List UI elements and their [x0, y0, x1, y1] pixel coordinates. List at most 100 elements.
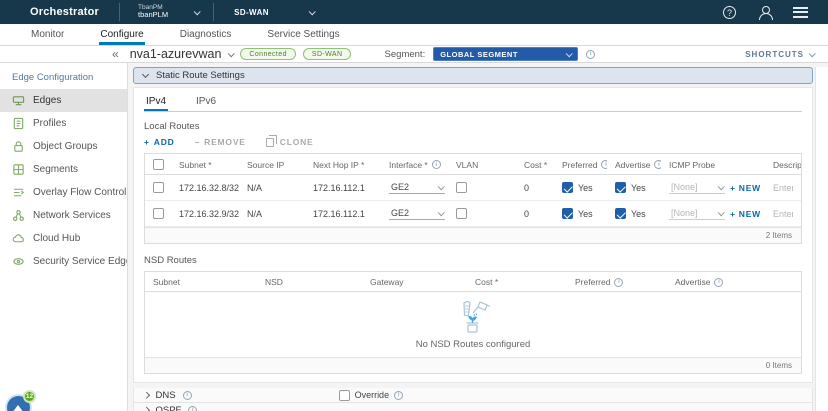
nsd-empty-text: No NSD Routes configured: [416, 339, 531, 350]
interface-select[interactable]: GE2: [389, 181, 445, 194]
edge-device-icon: [12, 94, 25, 107]
local-routes-items-count: 2 Items: [145, 227, 801, 243]
dns-label: DNS: [156, 390, 176, 401]
col-vlan: VLAN: [448, 155, 516, 174]
sidebar-item-overlay-flow-control[interactable]: Overlay Flow Control: [0, 181, 127, 204]
body: Edge Configuration Edges Profiles Object…: [0, 63, 828, 411]
dns-override-checkbox[interactable]: [339, 390, 350, 401]
new-probe-button[interactable]: +NEW: [730, 183, 761, 193]
remove-button[interactable]: –REMOVE: [195, 137, 246, 147]
edge-title-dropdown[interactable]: nva1-azurevwan: [130, 47, 234, 61]
chevron-down-icon: [718, 209, 725, 216]
cloud-icon: [12, 232, 25, 245]
local-routes-label: Local Routes: [144, 121, 802, 132]
user-icon[interactable]: [758, 6, 771, 19]
table-header-row: Subnet * Source IP Next Hop IP * Interfa…: [145, 154, 801, 175]
col-preferred: Preferred: [567, 272, 667, 291]
advertise-info-icon[interactable]: [654, 160, 661, 169]
service-name: SD-WAN: [234, 8, 269, 17]
shortcuts-dropdown[interactable]: SHORTCUTS: [745, 50, 814, 59]
ip-version-tabs: IPv4 IPv6: [144, 95, 802, 112]
chevron-down-icon: [809, 50, 816, 57]
description-input[interactable]: [773, 183, 793, 193]
vertical-scrollbar[interactable]: [815, 67, 828, 411]
preferred-info-icon[interactable]: [614, 278, 623, 287]
col-subnet: Subnet *: [171, 155, 239, 174]
hamburger-menu-icon[interactable]: [793, 7, 808, 18]
row-select-checkbox[interactable]: [153, 208, 164, 219]
plus-icon: +: [144, 137, 150, 147]
preferred-label: Yes: [578, 209, 593, 219]
tab-ipv4[interactable]: IPv4: [144, 95, 168, 111]
new-probe-button[interactable]: +NEW: [730, 209, 761, 219]
cost-value: 0: [516, 209, 554, 219]
tab-service-settings[interactable]: Service Settings: [266, 25, 340, 45]
chevron-right-icon[interactable]: [143, 407, 149, 411]
segment-value: GLOBAL SEGMENT: [440, 50, 518, 59]
sidebar-item-object-groups[interactable]: Object Groups: [0, 135, 127, 158]
icmp-probe-select[interactable]: [None]: [669, 207, 725, 220]
sidebar-item-segments[interactable]: Segments: [0, 158, 127, 181]
sidebar-item-network-services[interactable]: Network Services: [0, 204, 127, 227]
segment-select[interactable]: GLOBAL SEGMENT: [433, 47, 578, 61]
sidebar-item-label: Object Groups: [33, 141, 97, 152]
sidebar-item-cloud-hub[interactable]: Cloud Hub: [0, 227, 127, 250]
sidebar-header: Edge Configuration: [0, 69, 127, 89]
sidebar-item-label: Segments: [33, 164, 78, 175]
override-label: Override: [355, 390, 390, 400]
chevron-down-icon: [718, 183, 725, 190]
minus-icon: –: [195, 137, 201, 147]
col-cost: Cost *: [516, 155, 554, 174]
vlan-checkbox[interactable]: [456, 208, 467, 219]
add-button[interactable]: +ADD: [144, 137, 175, 147]
tab-ipv6[interactable]: IPv6: [194, 95, 218, 111]
sidebar-collapse-icon[interactable]: «: [112, 48, 119, 60]
advertise-info-icon[interactable]: [714, 278, 723, 287]
tab-diagnostics[interactable]: Diagnostics: [179, 25, 233, 45]
override-info-icon[interactable]: [394, 391, 403, 400]
customer-switcher-dropdown[interactable]: TbanPM tbanPLM: [120, 0, 213, 24]
chevron-right-icon[interactable]: [143, 392, 149, 398]
page-title-row: « nva1-azurevwan Connected SD-WAN Segmen…: [0, 46, 828, 63]
accordion-title: Static Route Settings: [156, 70, 245, 81]
chevron-down-icon: [194, 8, 201, 15]
col-next-hop: Next Hop IP *: [305, 155, 381, 174]
col-description: Description: [765, 155, 801, 174]
preferred-info-icon[interactable]: [601, 160, 607, 169]
sidebar-item-edges[interactable]: Edges: [0, 89, 127, 112]
ospf-info-icon[interactable]: [188, 406, 197, 411]
help-icon[interactable]: [723, 6, 736, 19]
col-advertise: Advertise: [667, 272, 801, 291]
icmp-probe-select[interactable]: [None]: [669, 181, 725, 194]
interface-info-icon[interactable]: [432, 160, 441, 169]
preferred-checkbox[interactable]: [562, 182, 573, 193]
advertise-checkbox[interactable]: [615, 182, 626, 193]
ospf-label: OSPF: [156, 405, 182, 411]
segment-info-icon[interactable]: [586, 50, 595, 59]
security-edge-icon: [12, 255, 25, 268]
row-select-checkbox[interactable]: [153, 182, 164, 193]
clone-icon: [266, 138, 274, 147]
sidebar-item-label: Profiles: [33, 118, 66, 129]
sidebar-item-security-service-edge[interactable]: Security Service Edge (SS...: [0, 250, 127, 273]
clone-button[interactable]: CLONE: [266, 137, 314, 147]
select-all-checkbox[interactable]: [153, 159, 164, 170]
shortcuts-label: SHORTCUTS: [745, 50, 804, 59]
segment-label: Segment:: [385, 49, 426, 60]
description-input[interactable]: [773, 209, 793, 219]
chat-widget[interactable]: 12: [5, 394, 32, 411]
advertise-checkbox[interactable]: [615, 208, 626, 219]
sidebar-item-profiles[interactable]: Profiles: [0, 112, 127, 135]
static-route-settings-accordion[interactable]: Static Route Settings: [133, 67, 813, 84]
customer-name-bottom: tbanPLM: [138, 11, 168, 20]
dns-info-icon[interactable]: [183, 391, 192, 400]
sidebar-item-label: Cloud Hub: [33, 233, 80, 244]
advertise-label: Yes: [631, 183, 646, 193]
tab-monitor[interactable]: Monitor: [30, 25, 65, 45]
nsd-empty-state: No NSD Routes configured: [145, 291, 801, 357]
service-switcher-dropdown[interactable]: SD-WAN: [214, 0, 330, 24]
vlan-checkbox[interactable]: [456, 182, 467, 193]
interface-select[interactable]: GE2: [389, 207, 445, 220]
preferred-checkbox[interactable]: [562, 208, 573, 219]
tab-configure[interactable]: Configure: [99, 25, 144, 45]
